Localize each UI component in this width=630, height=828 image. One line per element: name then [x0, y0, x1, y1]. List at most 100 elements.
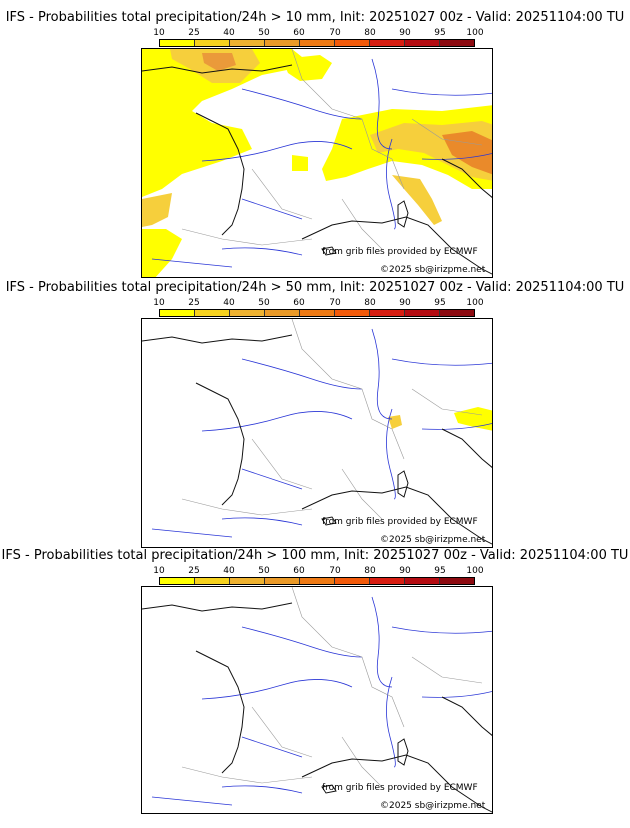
coastline-mediterranean [301, 486, 492, 545]
colorbar-segment [300, 310, 335, 316]
island-corsica [397, 200, 409, 228]
colorbar-segment [300, 40, 335, 46]
colorbar-tick: 25 [188, 566, 200, 576]
colorbar-tick: 90 [399, 298, 411, 308]
river-rhine [371, 328, 393, 420]
coastline-adriatic [441, 158, 492, 198]
river-tagus [151, 528, 233, 538]
colorbar-segment [335, 40, 370, 46]
colorbar-tick: 70 [329, 28, 341, 38]
colorbar-tick-labels: 10 25 40 50 60 70 80 90 95 100 [153, 298, 483, 310]
colorbar-segment [440, 40, 474, 46]
river-garonne [241, 736, 303, 758]
river-garonne [241, 468, 303, 490]
colorbar [159, 39, 475, 47]
coastline-england [142, 64, 293, 74]
river-seine [241, 358, 363, 390]
border-lines [181, 319, 483, 520]
colorbar-tick: 40 [223, 28, 235, 38]
colorbar-segment [265, 310, 300, 316]
colorbar-segment [440, 310, 474, 316]
forecast-panel-100mm: IFS - Probabilities total precipitation/… [0, 548, 630, 828]
river-ebro [221, 785, 303, 794]
colorbar-segment [230, 578, 265, 584]
colorbar-tick: 100 [466, 298, 484, 308]
map-frame: from grib files provided by ECMWF ©2025 … [141, 318, 493, 548]
colorbar-tick: 95 [434, 298, 446, 308]
colorbar-segment [160, 578, 195, 584]
colorbar-tick: 95 [434, 28, 446, 38]
river-seine [241, 88, 363, 120]
prob-area-southwest [142, 193, 172, 227]
prob-area-iberia [142, 229, 182, 277]
colorbar-tick-labels: 10 25 40 50 60 70 80 90 95 100 [153, 28, 483, 40]
river-danube [391, 358, 492, 366]
coastline-france-west [195, 650, 245, 774]
colorbar-tick: 100 [466, 28, 484, 38]
border-lines [181, 49, 483, 250]
prob-area-central [292, 155, 308, 171]
coastline-france-west [195, 382, 245, 506]
island-mallorca [321, 784, 337, 794]
colorbar-segment [370, 310, 405, 316]
coastline-england [142, 334, 293, 344]
colorbar-tick: 80 [364, 28, 376, 38]
river-rhone [386, 138, 396, 230]
border-lines [181, 587, 483, 788]
colorbar-segment [265, 578, 300, 584]
river-ebro [221, 247, 303, 256]
colorbar-segment [230, 310, 265, 316]
map-drawing [142, 319, 492, 545]
river-loire [201, 411, 353, 432]
coastline-adriatic [441, 428, 492, 468]
colorbar-tick: 90 [399, 28, 411, 38]
colorbar-segment [195, 40, 230, 46]
river-danube [391, 626, 492, 634]
colorbar-segment [405, 578, 440, 584]
colorbar-segment [335, 310, 370, 316]
colorbar-tick: 80 [364, 298, 376, 308]
river-rhone [386, 408, 396, 500]
river-rhine [371, 58, 393, 150]
source-credit: from grib files provided by ECMWF [322, 517, 478, 527]
source-credit: from grib files provided by ECMWF [322, 783, 478, 793]
colorbar-segment [195, 310, 230, 316]
panel-title: IFS - Probabilities total precipitation/… [5, 10, 625, 25]
colorbar-segment [195, 578, 230, 584]
river-rhine [371, 596, 393, 688]
colorbar-segment [335, 578, 370, 584]
forecast-panel-10mm: IFS - Probabilities total precipitation/… [0, 10, 630, 280]
copyright-notice: ©2025 sb@irizpme.net [380, 801, 486, 811]
coastline-adriatic [441, 696, 492, 736]
prob-area-north-core [202, 53, 236, 71]
river-seine [241, 626, 363, 658]
forecast-panel-50mm: IFS - Probabilities total precipitation/… [0, 280, 630, 550]
colorbar-tick: 10 [153, 566, 165, 576]
colorbar [159, 577, 475, 585]
map-drawing [142, 49, 492, 277]
island-corsica [397, 738, 409, 766]
colorbar-segment [230, 40, 265, 46]
colorbar-tick: 60 [293, 298, 305, 308]
river-garonne [241, 198, 303, 220]
colorbar-tick: 60 [293, 28, 305, 38]
colorbar-tick: 100 [466, 566, 484, 576]
river-danube [391, 88, 492, 96]
colorbar-tick: 50 [258, 298, 270, 308]
copyright-notice: ©2025 sb@irizpme.net [380, 535, 486, 545]
map-drawing [142, 587, 492, 813]
source-credit: from grib files provided by ECMWF [322, 247, 478, 257]
copyright-notice: ©2025 sb@irizpme.net [380, 265, 486, 275]
prob-area-alps [454, 407, 492, 431]
colorbar-tick: 25 [188, 28, 200, 38]
colorbar-tick: 90 [399, 566, 411, 576]
river-po [421, 423, 492, 430]
colorbar-segment [405, 40, 440, 46]
map-frame: from grib files provided by ECMWF ©2025 … [141, 586, 493, 814]
colorbar-segment [300, 578, 335, 584]
colorbar-segment [160, 40, 195, 46]
river-po [421, 691, 492, 698]
colorbar-segment [370, 578, 405, 584]
colorbar-segment [265, 40, 300, 46]
river-tagus [151, 258, 233, 268]
